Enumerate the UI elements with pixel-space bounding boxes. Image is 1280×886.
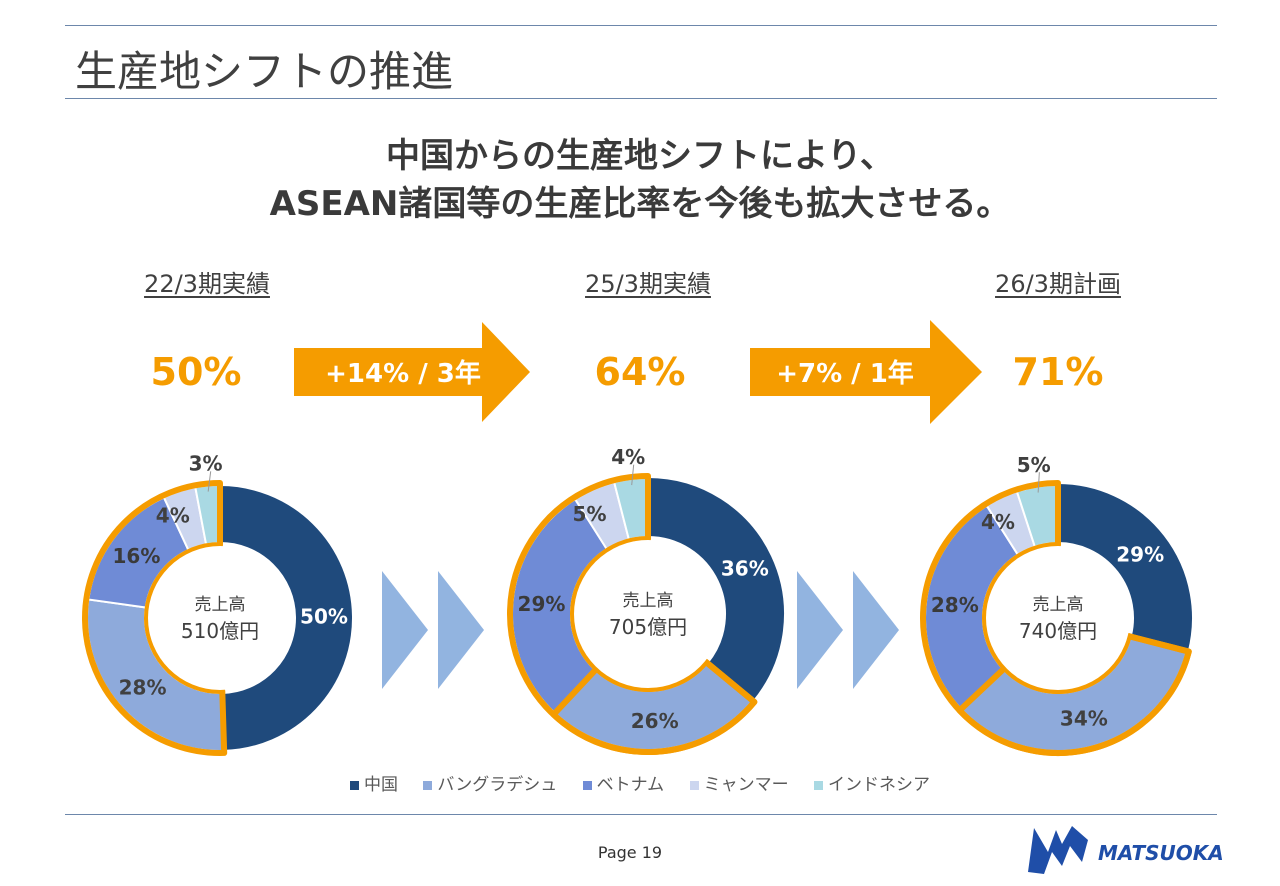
donut-chart-26-3: 29% 34% 28% 4% 5% 売上高 740億円 [920,453,1194,756]
slice-china [219,483,354,752]
logo-wordmark: MATSUOKA [1098,841,1224,865]
legend-swatch-bangladesh [423,780,433,790]
logo-mark-icon [1028,826,1088,874]
data-label-vietnam: 28% [931,593,979,617]
data-label-bangladesh: 26% [631,709,679,733]
growth-arrow-1-label: +14% / 3年 [325,358,481,389]
center-value: 510億円 [181,619,259,643]
growth-arrow-1: +14% / 3年 [294,322,530,422]
data-label-indonesia: 4% [611,445,645,469]
matsuoka-logo: MATSUOKA [1028,826,1224,874]
data-label-myanmar: 5% [573,502,607,526]
data-label-vietnam: 16% [112,544,160,568]
period-label-2: 25/3期実績 [585,270,711,298]
top-divider [65,25,1217,26]
chart-legend: 中国 バングラデシュ ベトナム ミャンマー インドネシア [0,770,1280,795]
subtitle-line-1: 中国からの生産地シフトにより、 [386,136,894,176]
center-label: 売上高 [1033,595,1084,615]
donut-chart-25-3: 36% 26% 29% 5% 4% 売上高 705億円 [507,445,786,755]
center-label: 売上高 [623,591,674,611]
growth-arrow-2: +7% / 1年 [750,320,982,424]
data-label-china: 29% [1116,542,1164,566]
asean-highlight-outline [82,480,228,756]
leader-line [207,471,212,492]
data-label-vietnam: 29% [518,592,566,616]
data-label-indonesia: 3% [189,452,223,476]
legend-label-vietnam: ベトナム [596,775,665,795]
shift-percentage-1: 50% [150,350,242,394]
legend-item-myanmar: ミャンマー [689,770,789,795]
data-label-myanmar: 4% [156,503,190,527]
data-label-bangladesh: 34% [1060,707,1108,731]
legend-swatch-myanmar [689,780,699,790]
slide-title: 生産地シフトの推進 [75,47,454,96]
growth-arrow-2-label: +7% / 1年 [776,358,914,389]
center-value: 705億円 [609,615,687,639]
legend-item-indonesia: インドネシア [813,770,930,795]
data-label-indonesia: 5% [1017,453,1051,477]
donut-chart-22-3: 50% 28% 16% 4% 3% 売上高 510億円 [82,452,354,756]
page-number: Page 19 [597,843,663,862]
chevron-arrow-2b [853,571,899,689]
donut-center [574,540,722,688]
legend-label-myanmar: ミャンマー [703,775,789,795]
legend-label-indonesia: インドネシア [827,775,930,795]
chevron-arrow-1b [438,571,484,689]
legend-item-bangladesh: バングラデシュ [423,770,557,795]
slice-china [1057,481,1194,653]
data-label-china: 50% [300,604,348,628]
donut-center [148,546,292,690]
legend-swatch-indonesia [813,780,823,790]
legend-swatch-china [350,780,359,790]
legend-item-china: 中国 [350,770,398,795]
slice-china [647,475,786,703]
legend-label-china: 中国 [364,775,398,795]
data-label-myanmar: 4% [981,510,1015,534]
leader-line [1037,472,1040,493]
subtitle-line-2: ASEAN諸国等の生産比率を今後も拡大させる。 [269,184,1011,224]
legend-item-vietnam: ベトナム [582,770,665,795]
growth-slice-outline [956,633,1192,756]
legend-swatch-vietnam [582,780,592,790]
center-value: 740億円 [1019,619,1097,643]
growth-slice-outline [550,658,758,755]
title-underline [65,98,1217,99]
data-label-china: 36% [721,556,769,580]
shift-percentage-3: 71% [1012,350,1104,394]
period-label-3: 26/3期計画 [995,270,1121,298]
chevron-arrow-2a [797,571,843,689]
legend-label-bangladesh: バングラデシュ [437,775,558,795]
shift-percentage-2: 64% [594,350,686,394]
footer-divider [65,814,1217,815]
center-label: 売上高 [195,595,246,615]
period-label-1: 22/3期実績 [144,270,270,298]
chevron-arrow-1a [382,571,428,689]
leader-line [631,464,635,486]
donut-center [986,546,1130,690]
data-label-bangladesh: 28% [119,675,167,699]
